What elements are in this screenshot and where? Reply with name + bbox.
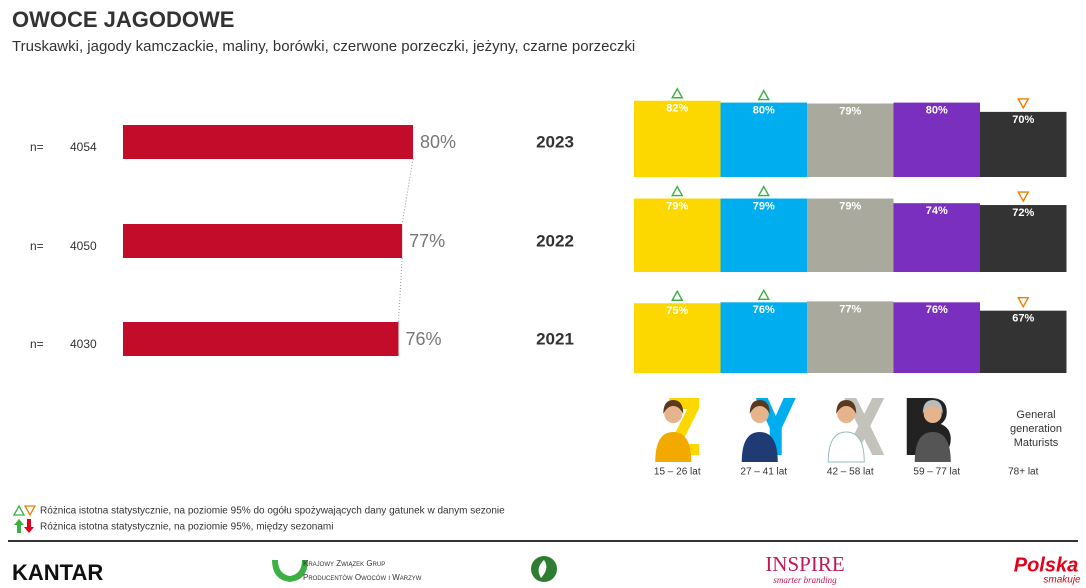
bar xyxy=(807,301,894,373)
year-label: 2023 xyxy=(536,132,574,151)
value-label: 76% xyxy=(753,304,775,316)
value-label: 79% xyxy=(753,200,775,212)
person-head xyxy=(750,405,769,423)
age-label: 27 – 41 lat xyxy=(740,467,787,478)
n-value: 4050 xyxy=(70,239,97,253)
person-body xyxy=(827,431,865,463)
value-label: 79% xyxy=(839,105,861,117)
value-label: 75% xyxy=(666,305,688,317)
value-label: 76% xyxy=(926,304,948,316)
value-label: 79% xyxy=(666,200,688,212)
inspire-logo: INSPIRE xyxy=(765,552,844,576)
age-label: 15 – 26 lat xyxy=(654,467,701,478)
bar xyxy=(634,100,721,177)
bar xyxy=(980,205,1067,272)
significance-marker xyxy=(757,89,770,101)
down-triangle-icon xyxy=(23,505,37,517)
kzg-logo-text: Krajowy Związek Grup xyxy=(303,559,385,568)
significance-marker xyxy=(1017,296,1030,309)
bar xyxy=(807,198,894,272)
person-hair xyxy=(749,400,770,414)
significance-marker xyxy=(1017,191,1030,203)
bar xyxy=(720,102,807,177)
bar xyxy=(807,103,894,177)
person-head xyxy=(923,405,942,423)
significance-marker xyxy=(757,185,770,197)
bar xyxy=(893,203,980,272)
inspire-tagline: smarter branding xyxy=(773,575,837,585)
significance-marker xyxy=(671,289,684,301)
year-label: 2021 xyxy=(536,329,574,348)
bar xyxy=(123,224,403,258)
person-head xyxy=(664,405,683,423)
significance-marker xyxy=(671,185,684,197)
polska-tagline: smakuje xyxy=(1043,575,1081,586)
age-label: 42 – 58 lat xyxy=(827,467,874,478)
person-body xyxy=(914,432,951,462)
value-label: 70% xyxy=(1012,114,1034,126)
bar xyxy=(123,322,399,356)
bar xyxy=(634,303,721,373)
value-label: 77% xyxy=(839,303,861,315)
value-label: 82% xyxy=(666,103,688,115)
value-label: 80% xyxy=(420,132,456,152)
person-body xyxy=(655,432,692,462)
value-label: 80% xyxy=(926,105,948,117)
up-arrow-icon xyxy=(14,519,24,533)
polska-logo: Polska xyxy=(1014,554,1078,576)
value-label: 72% xyxy=(1012,207,1034,219)
n-value: 4054 xyxy=(70,140,97,154)
person-hair xyxy=(922,400,943,414)
significance-marker xyxy=(671,87,684,99)
bar xyxy=(720,302,807,373)
person-hair xyxy=(836,400,857,414)
title: OWOCE JAGODOWE xyxy=(12,7,234,32)
value-label: 74% xyxy=(926,205,948,217)
bar xyxy=(980,310,1067,373)
bar xyxy=(893,302,980,373)
kantar-logo: KANTAR xyxy=(12,560,103,585)
bar xyxy=(980,111,1067,177)
significance-marker xyxy=(1017,98,1030,110)
note: Różnica istotna statystycznie, na poziom… xyxy=(40,506,505,517)
age-label: 78+ lat xyxy=(1008,467,1039,478)
person-body xyxy=(741,432,778,462)
bar xyxy=(634,198,721,272)
bar xyxy=(123,125,413,159)
value-label: 77% xyxy=(409,231,445,251)
up-triangle-icon xyxy=(12,504,26,516)
value-label: 67% xyxy=(1012,313,1034,325)
value-label: 79% xyxy=(839,200,861,212)
kzg-logo-text: Producentów Owoców i Warzyw xyxy=(303,573,422,582)
ministry-logo-leaf xyxy=(538,560,547,578)
n-label: n= xyxy=(30,337,44,351)
bar xyxy=(720,198,807,272)
subtitle: Truskawki, jagody kamczackie, maliny, bo… xyxy=(12,38,635,55)
note: Różnica istotna statystycznie, na poziom… xyxy=(40,522,333,533)
connector xyxy=(401,158,414,225)
n-label: n= xyxy=(30,239,44,253)
significance-marker xyxy=(757,288,770,301)
generation-caption: General generation Maturists xyxy=(1010,409,1062,449)
n-value: 4030 xyxy=(70,337,97,351)
kzg-logo-mark xyxy=(272,560,308,582)
person-head xyxy=(837,405,856,423)
connector xyxy=(398,257,403,323)
year-label: 2022 xyxy=(536,231,574,250)
bar xyxy=(893,102,980,177)
value-label: 80% xyxy=(753,105,775,117)
n-label: n= xyxy=(30,140,44,154)
value-label: 76% xyxy=(406,329,442,349)
down-arrow-icon xyxy=(24,519,34,533)
age-label: 59 – 77 lat xyxy=(913,467,960,478)
person-hair xyxy=(663,400,684,414)
